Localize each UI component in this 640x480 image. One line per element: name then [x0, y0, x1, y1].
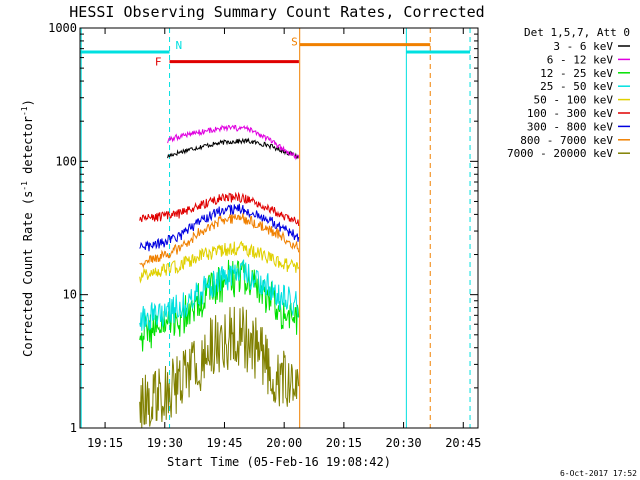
chart-title: HESSI Observing Summary Count Rates, Cor… — [69, 3, 484, 21]
flag-label-s: S — [291, 36, 298, 49]
legend-entry-label: 3 - 6 keV — [553, 40, 613, 53]
x-tick-label: 19:45 — [206, 436, 242, 450]
plot-frame — [79, 27, 479, 429]
x-tick-label: 19:30 — [147, 436, 183, 450]
x-tick-label: 20:00 — [266, 436, 302, 450]
y-tick-label: 1000 — [48, 21, 77, 35]
y-tick-label: 10 — [63, 288, 77, 302]
legend-entry-label: 50 - 100 keV — [534, 94, 614, 107]
series-line-1 — [167, 124, 300, 161]
x-axis-label: Start Time (05-Feb-16 19:08:42) — [167, 455, 391, 469]
series-line-6 — [139, 203, 300, 252]
legend-entry-label: 7000 - 20000 keV — [507, 147, 613, 160]
flag-label-f: F — [155, 56, 162, 69]
x-tick-label: 20:30 — [386, 436, 422, 450]
plot-area — [80, 28, 471, 428]
x-tick-label: 20:15 — [326, 436, 362, 450]
series-line-0 — [167, 137, 300, 160]
series-line-4 — [139, 240, 300, 284]
y-tick-label: 100 — [55, 154, 77, 168]
series-line-3 — [139, 259, 300, 331]
footer-timestamp: 6-Oct-2017 17:52 — [560, 469, 637, 478]
x-tick-label: 20:45 — [445, 436, 481, 450]
flag-label-n: N — [176, 39, 183, 52]
y-tick-label: 1 — [70, 421, 77, 435]
legend-entry-label: 25 - 50 keV — [540, 80, 613, 93]
legend-entry-label: 300 - 800 keV — [527, 120, 613, 133]
legend-entry-label: 12 - 25 keV — [540, 67, 613, 80]
series-line-8 — [139, 306, 300, 428]
legend-header: Det 1,5,7, Att 0 — [524, 26, 630, 39]
y-axis-label: Corrected Count Rate (s-1 detector-1) — [20, 99, 35, 357]
x-tick-label: 19:15 — [87, 436, 123, 450]
series-line-7 — [139, 213, 300, 269]
series-line-5 — [139, 191, 300, 227]
legend-entry-label: 100 - 300 keV — [527, 107, 613, 120]
legend-entry-label: 6 - 12 keV — [547, 53, 614, 66]
legend-entry-label: 800 - 7000 keV — [520, 134, 613, 147]
